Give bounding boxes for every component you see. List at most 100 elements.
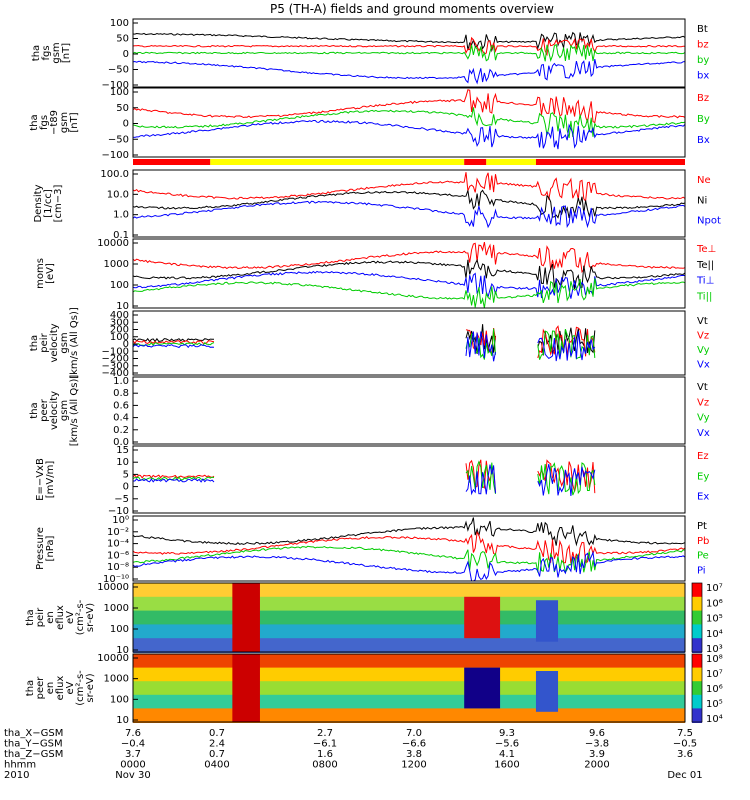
y-tick-label: 0.4 (113, 413, 129, 424)
y-axis-label-line: E=−VxB (35, 458, 46, 501)
y-axis-label-line: tha (29, 335, 40, 351)
colorbar-label: 10⁴ (706, 714, 723, 725)
y-axis-label-line: moms (35, 258, 46, 289)
y-tick-label: 10 (116, 301, 129, 312)
y-axis-label-line: tha (29, 402, 40, 418)
legend-entry: Vz (697, 331, 709, 342)
x-axis-value: 1600 (494, 760, 519, 771)
legend-entry: Vy (697, 345, 710, 356)
colorbar-segment (692, 596, 702, 612)
y-tick-label: 5 (123, 469, 129, 480)
legend-entry: bx (697, 71, 709, 82)
series-trace-pi (132, 550, 686, 582)
y-tick-label: 0.2 (113, 425, 129, 436)
y-axis-label-line: [1/cc] (43, 189, 54, 218)
colorbar: 10⁸ 10⁷ 10⁶ 10⁵ 10⁴ (691, 653, 723, 725)
y-tick-label: 10 (116, 645, 129, 656)
series-trace-vz (132, 325, 596, 359)
y-axis-label: Pressure [nPa] (35, 527, 56, 570)
y-tick-label: 10 (116, 457, 129, 468)
legend-entry: Vx (697, 360, 710, 371)
heatmap-band (133, 624, 685, 640)
heatmap-band (133, 638, 685, 653)
y-axis-label: tha peer en eflux eV (cm²-s-sr-eV) (25, 670, 96, 706)
y-tick-label: 1000 (104, 259, 129, 270)
y-axis-label-line: eflux (55, 676, 66, 701)
colorbar-label: 10⁷ (706, 669, 723, 680)
colorbar-segment (692, 610, 702, 626)
y-axis-label-line: eflux (55, 605, 66, 630)
legend-entry: Te|| (696, 260, 714, 271)
x-axis-value: 7.6 (125, 728, 141, 739)
series-trace-bx (132, 119, 686, 150)
y-tick-label: −100 (102, 80, 129, 91)
series-trace-bz (132, 36, 686, 57)
y-tick-label: 50 (116, 103, 129, 114)
y-axis-label: tha peer velocity gsm [km/s (All Qs)] (29, 375, 80, 447)
y-axis-label-line: fgs (41, 45, 52, 60)
x-axis-value: −6.6 (402, 739, 426, 750)
legend-entry: Vz (697, 397, 709, 408)
y-axis-label-line: en (45, 682, 56, 695)
panel-9: 10⁷ 10⁶ 10⁵ 10⁴ 10³ 10000 1000 100 10 tha peir en ef… (25, 582, 723, 656)
y-tick-label: 100 (110, 18, 129, 29)
y-tick-label: −100 (102, 150, 129, 161)
series-trace-vx (132, 331, 596, 362)
y-tick-label: 0 (123, 339, 129, 350)
y-axis-label-line: [nT] (69, 112, 80, 132)
panel-frame (132, 582, 686, 653)
x-axis-row-label: tha_Y−GSM (4, 739, 63, 750)
legend-entry: Vy (697, 413, 710, 424)
heatmap-feature (232, 654, 260, 722)
heatmap-band (133, 667, 685, 683)
y-axis-label-line: sr-eV) (85, 603, 96, 632)
legend-entry: Ni (697, 195, 707, 206)
y-tick-label: 100 (110, 87, 129, 98)
y-axis-label-line: peer (35, 676, 46, 700)
y-tick-label: −400 (102, 368, 129, 379)
y-axis-label: Density [1/cc] [cm−3] (33, 184, 64, 222)
series-trace-by (132, 107, 686, 139)
heatmap-band (133, 681, 685, 696)
colorbar-frame (691, 582, 703, 653)
x-axis-value: 7.0 (406, 728, 422, 739)
y-tick-label: 10⁻⁴ (107, 539, 129, 550)
panel-frame (132, 653, 686, 723)
x-axis-value: 1200 (401, 760, 426, 771)
series-trace-ey (132, 460, 596, 496)
x-axis-value: Dec 01 (667, 770, 702, 781)
y-axis-label-line: velocity (49, 391, 60, 430)
y-axis-label: tha peir en eflux eV (cm²-s-sr-eV) (25, 599, 96, 635)
legend: Ne Ni Npot (697, 175, 721, 227)
series-trace-bt (132, 31, 686, 53)
y-tick-label: 0 (123, 119, 129, 130)
series-trace-vy (132, 328, 596, 360)
mode-bar-segment (210, 159, 465, 165)
panel-frame (132, 310, 686, 376)
y-tick-label: −100 (102, 346, 129, 357)
y-tick-label: 10⁻⁶ (107, 550, 129, 561)
panel-1: Bt bz by bx 100 50 0 −50 −100 tha fgs gsm [nT] (31, 18, 709, 91)
legend-entry: Pe (697, 551, 709, 562)
y-tick-label: 0.0 (113, 437, 129, 448)
series-trace-pe (132, 545, 685, 574)
y-tick-label: 1000 (104, 674, 129, 685)
colorbar-label: 10³ (706, 644, 723, 655)
legend-entry: Ti|| (696, 291, 712, 302)
series-trace-npot (132, 200, 686, 229)
x-axis-value: 3.9 (589, 749, 605, 760)
panel-frame (132, 238, 686, 309)
legend: Bt bz by bx (697, 24, 709, 82)
y-tick-label: 100.0 (100, 169, 129, 180)
x-axis-row-label: tha_X−GSM (4, 728, 63, 739)
y-axis-label-line: peir (35, 607, 46, 627)
y-tick-label: 10000 (97, 238, 129, 249)
legend-entry: Ey (697, 471, 709, 482)
colorbar-label: 10⁷ (706, 583, 723, 594)
y-axis-label-line: [nT] (61, 43, 72, 63)
panel-10: 10⁸ 10⁷ 10⁶ 10⁵ 10⁴ 10000 1000 100 10 tha peer en ef… (25, 653, 723, 726)
panel-frame (132, 169, 686, 238)
mode-bar-segment (464, 159, 487, 165)
legend-entry: Ex (697, 492, 709, 503)
